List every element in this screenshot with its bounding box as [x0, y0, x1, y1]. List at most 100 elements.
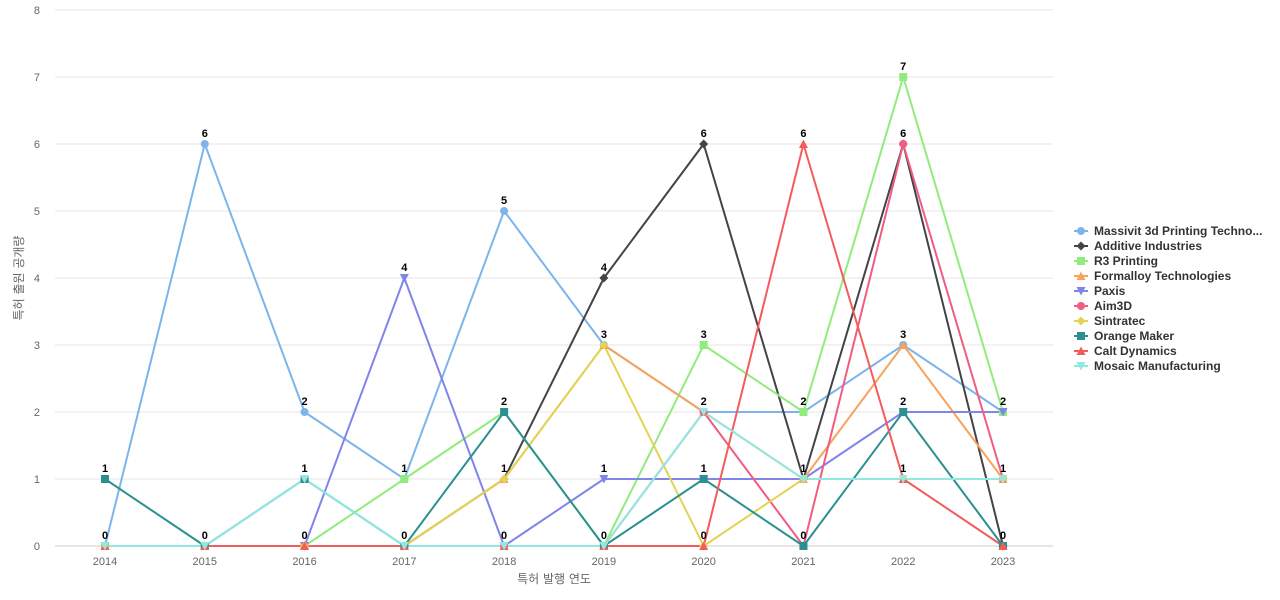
x-tick-label: 2023 — [991, 556, 1015, 568]
data-label: 1 — [301, 463, 307, 475]
legend-label: Massivit 3d Printing Techno... — [1094, 224, 1262, 238]
data-point — [100, 542, 110, 551]
legend-marker — [1076, 241, 1086, 251]
data-label: 0 — [102, 530, 108, 542]
legend-label: Aim3D — [1094, 299, 1132, 313]
series-markers — [100, 73, 1008, 551]
legend-marker — [1076, 346, 1086, 355]
y-tick-label: 3 — [34, 340, 40, 352]
x-tick-label: 2015 — [193, 556, 217, 568]
legend-label: Additive Industries — [1094, 239, 1202, 253]
data-point — [998, 541, 1008, 550]
legend-item[interactable]: Calt Dynamics — [1074, 344, 1177, 358]
data-point — [200, 140, 209, 148]
legend-item[interactable]: Formalloy Technologies — [1074, 269, 1231, 283]
y-axis-title: 특허 출원 공개량 — [12, 236, 26, 321]
data-point — [599, 273, 609, 283]
data-label: 6 — [701, 128, 707, 140]
data-point — [599, 542, 609, 551]
data-point — [699, 139, 709, 149]
series-line — [105, 76, 1004, 547]
data-label: 2 — [301, 396, 307, 408]
data-label: 0 — [601, 530, 607, 542]
data-point — [499, 542, 509, 551]
series-lines — [104, 76, 1004, 547]
data-point — [898, 475, 908, 484]
x-axis-title: 특허 발행 연도 — [517, 571, 591, 586]
data-point — [899, 140, 908, 148]
x-tick-label: 2019 — [592, 556, 616, 568]
data-label: 2 — [701, 396, 707, 408]
data-point — [300, 408, 309, 416]
data-point — [400, 475, 409, 483]
data-label: 1 — [701, 463, 707, 475]
data-label: 5 — [501, 195, 507, 207]
legend-item[interactable]: Orange Maker — [1074, 329, 1174, 343]
data-label: 1 — [800, 463, 806, 475]
legend-label: R3 Printing — [1094, 254, 1158, 268]
data-label: 3 — [601, 329, 607, 341]
data-label: 1 — [900, 463, 906, 475]
data-label: 1 — [601, 463, 607, 475]
data-label: 3 — [701, 329, 707, 341]
legend-item[interactable]: Additive Industries — [1074, 239, 1202, 253]
data-point — [599, 475, 609, 484]
y-tick-label: 6 — [34, 139, 40, 151]
legend-marker — [1076, 362, 1086, 371]
data-label: 0 — [1000, 530, 1006, 542]
legend-marker — [1077, 227, 1085, 235]
x-tick-label: 2017 — [392, 556, 416, 568]
data-point — [799, 542, 808, 550]
series-line — [105, 344, 1003, 547]
data-label: 0 — [301, 530, 307, 542]
legend-item[interactable]: Sintratec — [1074, 314, 1146, 328]
legend-item[interactable]: Paxis — [1074, 284, 1126, 298]
legend-item[interactable]: Aim3D — [1074, 299, 1132, 313]
data-label: 6 — [900, 128, 906, 140]
data-label: 1 — [401, 463, 407, 475]
data-label: 0 — [800, 530, 806, 542]
x-tick-label: 2016 — [292, 556, 316, 568]
legend-marker — [1076, 316, 1086, 326]
data-label: 3 — [900, 329, 906, 341]
legend-item[interactable]: Massivit 3d Printing Techno... — [1074, 224, 1262, 238]
legend-marker — [1076, 271, 1086, 280]
data-point — [500, 207, 509, 215]
legend-item[interactable]: R3 Printing — [1074, 254, 1158, 268]
legend-label: Paxis — [1094, 284, 1126, 298]
data-label: 6 — [800, 128, 806, 140]
legend-item[interactable]: Mosaic Manufacturing — [1074, 359, 1221, 373]
data-point — [599, 340, 609, 350]
y-tick-label: 1 — [34, 474, 40, 486]
legend-marker — [1077, 302, 1085, 310]
y-tick-label: 0 — [34, 541, 40, 553]
series-line — [104, 143, 1004, 547]
legend-marker — [1077, 332, 1085, 340]
data-label: 1 — [102, 463, 108, 475]
data-point — [300, 541, 310, 550]
data-label: 4 — [601, 262, 608, 274]
legend-marker — [1076, 287, 1086, 296]
data-point — [899, 408, 908, 416]
data-point — [798, 139, 808, 148]
y-tick-label: 8 — [34, 5, 40, 17]
data-point — [300, 475, 310, 484]
data-label: 2 — [1000, 396, 1006, 408]
data-label: 4 — [401, 262, 408, 274]
data-point — [499, 474, 509, 484]
legend-label: Sintratec — [1094, 314, 1146, 328]
data-label: 0 — [202, 530, 208, 542]
data-point — [699, 475, 708, 483]
y-tick-label: 5 — [34, 206, 40, 218]
legend-label: Calt Dynamics — [1094, 344, 1177, 358]
data-label: 2 — [501, 396, 507, 408]
data-point — [799, 408, 808, 416]
data-point — [399, 542, 409, 551]
data-label: 2 — [800, 396, 806, 408]
x-tick-label: 2014 — [93, 556, 117, 568]
legend-marker — [1077, 257, 1085, 265]
legend-label: Mosaic Manufacturing — [1094, 359, 1221, 373]
